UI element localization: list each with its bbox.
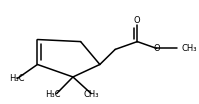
Text: CH₃: CH₃: [83, 90, 99, 99]
Text: H₃C: H₃C: [45, 90, 60, 99]
Text: O: O: [154, 44, 160, 53]
Text: CH₃: CH₃: [181, 44, 197, 53]
Text: O: O: [134, 16, 140, 25]
Text: H₃C: H₃C: [10, 74, 25, 83]
